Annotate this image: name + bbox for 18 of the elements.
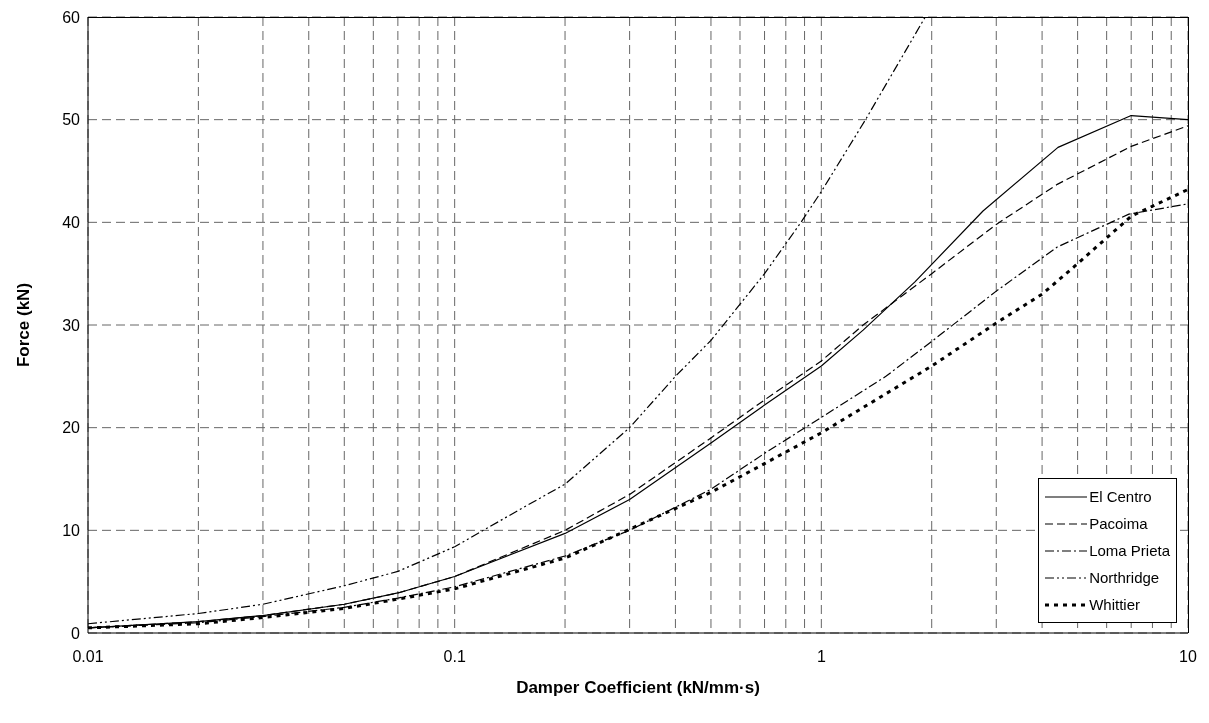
x-axis-title: Damper Coefficient (kN/mm·s)	[516, 678, 760, 697]
x-tick-label: 0.01	[72, 648, 104, 666]
y-axis-title: Force (kN)	[14, 282, 34, 368]
y-tick-label: 20	[62, 419, 81, 437]
y-tick-label: 50	[62, 111, 81, 129]
legend-label: Pacoima	[1089, 515, 1148, 532]
x-tick-label: 1	[816, 648, 826, 666]
y-tick-label: 0	[71, 624, 81, 642]
y-tick-label: 60	[62, 8, 81, 26]
y-tick-label: 40	[62, 214, 81, 232]
legend-label: Whittier	[1089, 596, 1140, 613]
legend-label: Northridge	[1089, 569, 1160, 586]
x-tick-label: 0.1	[443, 648, 466, 666]
y-tick-label: 30	[62, 316, 81, 334]
x-tick-label: 10	[1179, 648, 1197, 666]
legend-label: El Centro	[1089, 488, 1152, 505]
y-tick-label: 10	[62, 522, 81, 540]
legend-label: Loma Prieta	[1089, 542, 1170, 559]
